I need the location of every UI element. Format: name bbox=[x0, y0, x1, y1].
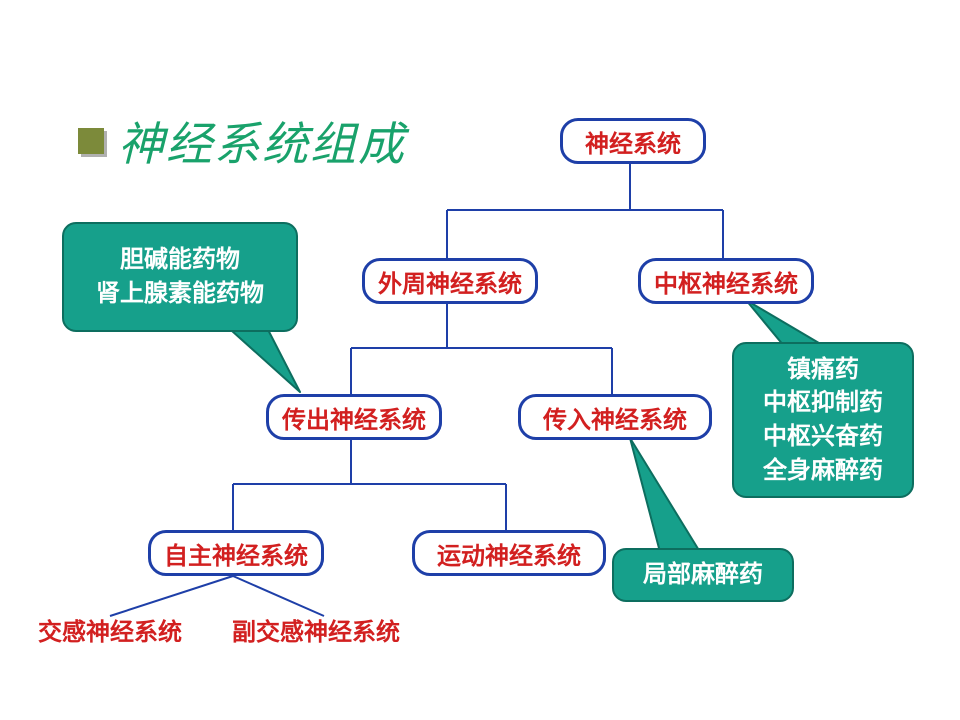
node-mot: 运动神经系统 bbox=[412, 530, 600, 570]
node-cns: 中枢神经系统 bbox=[638, 258, 808, 298]
callout-text: 胆碱能药物肾上腺素能药物 bbox=[96, 243, 264, 310]
node-label: 传出神经系统 bbox=[266, 394, 442, 440]
leaf-para: 副交感神经系统 bbox=[232, 612, 400, 647]
title-bullet-icon bbox=[78, 128, 104, 154]
node-eff: 传出神经系统 bbox=[266, 394, 436, 434]
callout-drugs2: 镇痛药中枢抑制药中枢兴奋药全身麻醉药 bbox=[732, 342, 914, 498]
callout-drugs3: 局部麻醉药 bbox=[612, 548, 794, 602]
callout-text: 局部麻醉药 bbox=[643, 558, 763, 592]
page-title: 神经系统组成 bbox=[78, 108, 406, 174]
node-label: 自主神经系统 bbox=[148, 530, 324, 576]
title-text: 神经系统组成 bbox=[118, 108, 406, 174]
node-root: 神经系统 bbox=[560, 118, 700, 158]
callout-text: 镇痛药中枢抑制药中枢兴奋药全身麻醉药 bbox=[763, 353, 883, 487]
node-pns: 外周神经系统 bbox=[362, 258, 532, 298]
callout-drugs1: 胆碱能药物肾上腺素能药物 bbox=[62, 222, 298, 332]
node-aff: 传入神经系统 bbox=[518, 394, 706, 434]
node-label: 神经系统 bbox=[560, 118, 706, 164]
node-aut: 自主神经系统 bbox=[148, 530, 318, 570]
callout-tail-drugs2 bbox=[746, 300, 824, 346]
node-label: 传入神经系统 bbox=[518, 394, 712, 440]
callout-tail-drugs3 bbox=[630, 438, 700, 552]
diagram-stage: 神经系统组成 神经系统外周神经系统 中枢神经系统传出神经系统 传入神经系统自主神经系… bbox=[0, 0, 960, 720]
node-label: 中枢神经系统 bbox=[638, 258, 814, 304]
node-label: 运动神经系统 bbox=[412, 530, 606, 576]
node-label: 外周神经系统 bbox=[362, 258, 538, 304]
leaf-symp: 交感神经系统 bbox=[38, 612, 182, 647]
